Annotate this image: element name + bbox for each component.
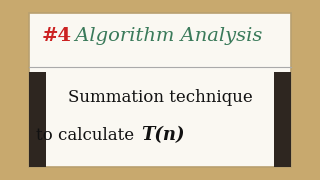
Text: to calculate: to calculate [36,127,139,143]
Text: T(n): T(n) [141,126,184,144]
FancyBboxPatch shape [29,13,291,167]
Bar [29,72,46,167]
Text: #4: #4 [42,27,72,45]
Text: Summation technique: Summation technique [68,89,252,106]
Bar [274,72,291,167]
Text: Algorithm Analysis: Algorithm Analysis [69,27,262,45]
